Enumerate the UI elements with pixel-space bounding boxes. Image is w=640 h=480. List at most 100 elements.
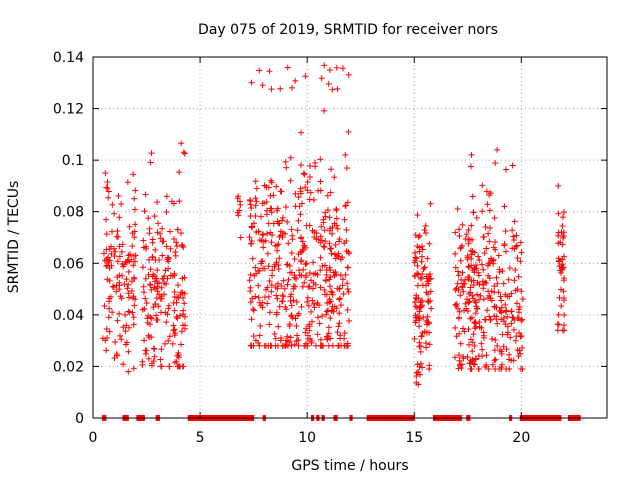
data-point xyxy=(171,307,178,314)
data-point xyxy=(130,253,137,260)
data-point xyxy=(513,300,520,307)
data-point xyxy=(293,275,300,282)
data-point xyxy=(480,296,487,303)
data-point xyxy=(339,254,346,261)
y-tick-label: 0 xyxy=(75,411,84,427)
data-point xyxy=(268,179,275,186)
data-point xyxy=(416,363,423,370)
data-point xyxy=(426,271,433,278)
data-point xyxy=(293,298,300,305)
data-point xyxy=(469,339,476,346)
data-point xyxy=(464,296,471,303)
data-point xyxy=(116,253,123,260)
data-point xyxy=(114,228,121,235)
data-point xyxy=(175,282,182,289)
data-point xyxy=(129,309,136,316)
data-point xyxy=(148,286,155,293)
data-point xyxy=(511,218,518,225)
data-point xyxy=(327,335,334,342)
data-point xyxy=(335,323,342,330)
data-point xyxy=(480,233,487,240)
data-point xyxy=(309,297,316,304)
data-point xyxy=(560,209,567,216)
data-point xyxy=(163,243,170,250)
data-point xyxy=(145,271,152,278)
data-point xyxy=(287,293,294,300)
data-point xyxy=(295,194,302,201)
data-point xyxy=(324,192,331,199)
data-point xyxy=(502,248,509,255)
data-point xyxy=(111,253,118,260)
data-point xyxy=(268,282,275,289)
data-point xyxy=(246,198,253,205)
data-point xyxy=(288,249,295,256)
data-point xyxy=(499,268,506,275)
data-point xyxy=(513,242,520,249)
data-point xyxy=(492,160,499,167)
data-point xyxy=(471,265,478,272)
data-point xyxy=(103,262,110,269)
data-point xyxy=(265,263,272,270)
data-point xyxy=(274,285,281,292)
data-point xyxy=(464,256,471,263)
data-point xyxy=(171,359,178,366)
data-point xyxy=(519,296,526,303)
data-point xyxy=(513,333,520,340)
data-point xyxy=(152,246,159,253)
data-point xyxy=(141,208,148,215)
data-point xyxy=(301,171,308,178)
data-point xyxy=(559,256,566,263)
data-point xyxy=(307,162,314,169)
data-point xyxy=(418,332,425,339)
data-point xyxy=(174,315,181,322)
data-point xyxy=(253,185,260,192)
data-point xyxy=(125,281,132,288)
data-point xyxy=(321,244,328,251)
data-point xyxy=(120,361,127,368)
data-point xyxy=(131,302,138,309)
data-point xyxy=(288,226,295,233)
data-point xyxy=(273,309,280,316)
data-point xyxy=(460,288,467,295)
data-point xyxy=(425,298,432,305)
data-point xyxy=(160,275,167,282)
data-point xyxy=(324,207,331,214)
data-point xyxy=(298,200,305,207)
data-point xyxy=(256,67,263,74)
data-point xyxy=(297,211,304,218)
data-point xyxy=(509,245,516,252)
data-point xyxy=(512,267,519,274)
data-point xyxy=(263,198,270,205)
data-point xyxy=(464,273,471,280)
data-point xyxy=(463,231,470,238)
data-point xyxy=(519,344,526,351)
data-point xyxy=(482,224,489,231)
data-point xyxy=(299,283,306,290)
data-point xyxy=(129,243,136,250)
data-point xyxy=(515,315,522,322)
data-point xyxy=(123,276,130,283)
data-point xyxy=(283,341,290,348)
data-point xyxy=(456,308,463,315)
data-point xyxy=(178,328,185,335)
data-point xyxy=(467,315,474,322)
data-point xyxy=(559,327,566,334)
data-point xyxy=(468,222,475,229)
data-point xyxy=(323,308,330,315)
y-axis-title: SRMTID / TECUs xyxy=(6,181,22,294)
data-point xyxy=(253,270,260,277)
data-point xyxy=(162,340,169,347)
data-point xyxy=(157,230,164,237)
data-point xyxy=(329,303,336,310)
data-point xyxy=(121,281,128,288)
data-point xyxy=(419,253,426,260)
data-point xyxy=(301,279,308,286)
data-point xyxy=(177,312,184,319)
data-point xyxy=(470,295,477,302)
data-point xyxy=(311,304,318,311)
data-point xyxy=(305,283,312,290)
data-point xyxy=(266,68,273,75)
data-point xyxy=(485,230,492,237)
data-point xyxy=(270,192,277,199)
data-point xyxy=(513,243,520,250)
